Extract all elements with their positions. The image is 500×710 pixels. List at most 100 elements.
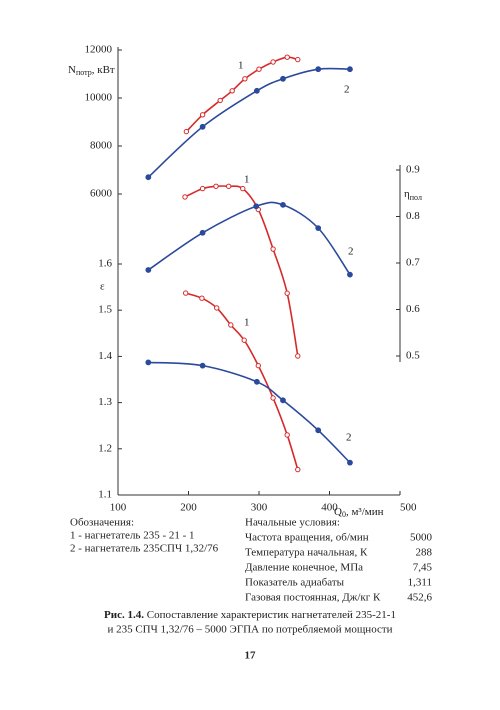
data-point bbox=[280, 75, 286, 82]
label-main: Q bbox=[334, 506, 342, 518]
condition-label: Частота вращения, об/мин bbox=[245, 532, 369, 544]
y-tick-label: 10000 bbox=[85, 92, 113, 104]
condition-label: Температура начальная, К bbox=[245, 547, 368, 559]
y3-tick-label: 1.5 bbox=[98, 304, 112, 316]
data-point bbox=[242, 76, 248, 82]
data-point bbox=[253, 87, 260, 94]
data-point bbox=[253, 203, 260, 210]
series-line bbox=[148, 361, 351, 464]
label-sub: потр bbox=[76, 68, 92, 77]
y3-tick-label: 1.2 bbox=[98, 442, 112, 454]
data-point bbox=[295, 353, 301, 359]
caption-label: Рис. 1.4. bbox=[104, 609, 144, 621]
y3-tick-label: 1.3 bbox=[98, 396, 112, 408]
conditions: Частота вращения, об/мин 5000 Температура … bbox=[245, 532, 433, 604]
data-point bbox=[213, 183, 219, 189]
y-axis-label: Nпотр, кВт bbox=[68, 64, 115, 77]
data-point bbox=[270, 395, 276, 401]
y2-tick-label: 0.5 bbox=[406, 350, 420, 362]
y-tick-label: 8000 bbox=[90, 140, 113, 152]
data-point bbox=[228, 322, 234, 328]
curve-label: 2 bbox=[344, 84, 350, 96]
y3-axis-label: ε bbox=[100, 281, 105, 293]
x-tick-label: 300 bbox=[251, 502, 268, 514]
caption-line: Рис. 1.4. Сопоставление характеристик на… bbox=[104, 609, 396, 621]
data-point bbox=[284, 54, 290, 60]
condition-label: Давление конечное, МПа bbox=[245, 562, 363, 574]
condition-value: 7,45 bbox=[413, 562, 433, 574]
data-point bbox=[295, 56, 301, 63]
label-main: η bbox=[404, 188, 410, 200]
data-point bbox=[347, 271, 353, 278]
y-tick-label: 6000 bbox=[90, 188, 113, 200]
data-point bbox=[182, 194, 188, 200]
data-point bbox=[229, 88, 235, 94]
page-number: 17 bbox=[245, 650, 257, 662]
x-tick-label: 100 bbox=[110, 502, 127, 514]
data-point bbox=[270, 246, 276, 252]
x-tick-label: 500 bbox=[400, 502, 417, 514]
data-point bbox=[280, 397, 286, 404]
y3-tick-label: 1.6 bbox=[98, 258, 112, 270]
data-point bbox=[199, 295, 205, 301]
data-point bbox=[199, 185, 206, 192]
y2-tick-label: 0.8 bbox=[406, 210, 420, 222]
data-point bbox=[256, 66, 262, 72]
curve-label: 1 bbox=[244, 174, 250, 186]
y3-tick-label: 1.1 bbox=[98, 489, 112, 501]
curve-label: 2 bbox=[346, 432, 352, 444]
data-point bbox=[347, 459, 353, 466]
curve-label: 1 bbox=[238, 60, 244, 72]
caption-line: и 235 СПЧ 1,32/76 – 5000 ЭГПА по потребл… bbox=[107, 624, 392, 636]
data-point bbox=[199, 229, 206, 236]
data-point bbox=[214, 305, 220, 311]
condition-value: 5000 bbox=[410, 532, 433, 544]
legend-item: 1 - нагнетатель 235 - 21 - 1 bbox=[70, 530, 195, 542]
label-unit: , м³/мин bbox=[346, 506, 384, 518]
data-point bbox=[199, 123, 206, 130]
legend-title: Обозначения: bbox=[70, 517, 134, 529]
condition-label: Показатель адиабаты bbox=[245, 577, 345, 589]
x-tick-label: 200 bbox=[180, 502, 197, 514]
data-point bbox=[145, 174, 152, 181]
label-main: N bbox=[68, 64, 76, 76]
data-point bbox=[145, 267, 152, 273]
x-axis-label: Q0, м³/мин bbox=[334, 506, 384, 519]
data-point bbox=[199, 112, 206, 118]
label-sub: пол bbox=[410, 193, 422, 202]
data-point bbox=[183, 128, 190, 135]
data-point bbox=[315, 225, 322, 232]
y2-tick-label: 0.6 bbox=[406, 303, 420, 315]
data-point bbox=[241, 337, 247, 343]
conditions-title: Начальные условия: bbox=[245, 517, 340, 529]
data-point bbox=[240, 185, 246, 192]
x-tick-label: 400 bbox=[321, 502, 338, 514]
data-point bbox=[217, 97, 223, 104]
data-point bbox=[284, 290, 290, 296]
y3-tick-label: 1.4 bbox=[98, 350, 112, 362]
condition-value: 452,6 bbox=[407, 592, 432, 604]
data-point bbox=[145, 359, 152, 366]
data-point bbox=[225, 183, 232, 189]
data-point bbox=[253, 378, 260, 385]
condition-label: Газовая постоянная, Дж/кг К bbox=[245, 592, 381, 604]
condition-value: 288 bbox=[416, 547, 433, 559]
y-tick-label: 12000 bbox=[85, 44, 113, 56]
data-point bbox=[315, 66, 322, 73]
data-point bbox=[295, 466, 301, 473]
caption-text: Сопоставление характеристик нагнетателей… bbox=[147, 609, 396, 621]
curve-label: 1 bbox=[244, 317, 250, 329]
data-point bbox=[315, 427, 322, 434]
series-line bbox=[147, 201, 351, 276]
data-point bbox=[270, 59, 276, 65]
data-point bbox=[182, 290, 189, 296]
condition-value: 1,311 bbox=[408, 577, 432, 589]
label-sub: 0 bbox=[342, 510, 346, 519]
y2-tick-label: 0.7 bbox=[406, 257, 420, 269]
y2-tick-label: 0.9 bbox=[406, 164, 420, 176]
data-point bbox=[280, 201, 286, 208]
legend-item: 2 - нагнетатель 235СПЧ 1,32/76 bbox=[70, 543, 219, 555]
data-point bbox=[284, 432, 290, 438]
